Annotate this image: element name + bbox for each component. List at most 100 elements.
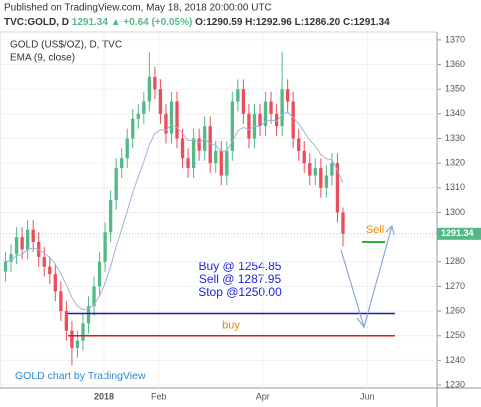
body	[313, 168, 317, 176]
y-tick-label: 1340	[445, 108, 465, 118]
body	[225, 150, 229, 176]
y-tick-label: 1280	[445, 256, 465, 266]
body	[103, 232, 107, 262]
y-tick-label: 1360	[445, 59, 465, 69]
body	[186, 158, 190, 169]
sell-label: Sell	[366, 224, 384, 236]
arrow-head	[385, 224, 395, 236]
body	[70, 330, 74, 349]
body	[191, 138, 196, 169]
body	[25, 229, 30, 250]
high: H:1292.96	[245, 17, 292, 28]
body	[158, 89, 163, 114]
body	[59, 291, 63, 312]
body	[214, 150, 218, 164]
indicator-label: EMA (9, close)	[10, 53, 75, 64]
y-tick-label: 1240	[445, 355, 465, 365]
y-tick-label: 1250	[445, 330, 465, 340]
body	[297, 138, 301, 151]
low: L:1286.20	[295, 17, 341, 28]
body	[147, 76, 152, 102]
ema-line	[5, 111, 344, 311]
body	[335, 163, 340, 213]
body	[3, 261, 8, 272]
body	[114, 168, 118, 201]
body	[274, 113, 279, 127]
body	[219, 150, 223, 176]
body	[169, 101, 174, 134]
open: O:1290.59	[195, 17, 243, 28]
arrow-head	[356, 315, 368, 329]
body	[31, 229, 35, 243]
y-tick-label: 1320	[445, 158, 465, 168]
body	[48, 266, 52, 275]
body	[197, 138, 201, 151]
x-tick-label: Jun	[360, 391, 375, 401]
x-tick-label: Feb	[151, 391, 167, 401]
body	[285, 89, 290, 102]
y-tick-label: 1270	[445, 281, 465, 291]
body	[125, 138, 129, 159]
plan-line: Sell @ 1287.95	[199, 272, 282, 286]
body	[86, 306, 91, 324]
y-tick-label: 1350	[445, 84, 465, 94]
body	[269, 101, 273, 114]
body	[142, 101, 146, 114]
body	[341, 212, 345, 234]
body	[241, 89, 246, 114]
y-tick-label: 1330	[445, 133, 465, 143]
body	[108, 200, 113, 233]
y-tick-label: 1370	[445, 34, 465, 44]
y-tick-label: 1260	[445, 305, 465, 315]
body	[280, 89, 284, 127]
last-price-box	[437, 227, 481, 240]
buy-label: buy	[222, 320, 240, 332]
body	[164, 113, 168, 134]
body	[175, 101, 179, 139]
quote-line: TVC:GOLD, D 1291.34 ▲ +0.64 (+0.05%) O:1…	[4, 17, 390, 28]
symbol: TVC:GOLD, D	[4, 17, 69, 28]
change: ▲ +0.64 (+0.05%)	[111, 17, 193, 28]
chart-title: GOLD (US$/OZ), D, TVC	[10, 40, 122, 51]
body	[42, 256, 46, 267]
body	[291, 101, 295, 139]
body	[14, 237, 19, 255]
published: Published on TradingView.com, May 18, 20…	[4, 3, 272, 14]
x-tick-label: 2018	[94, 391, 114, 401]
y-tick-label: 1300	[445, 207, 465, 217]
body	[324, 175, 329, 188]
body	[319, 168, 323, 188]
body	[92, 286, 96, 307]
body	[75, 340, 80, 349]
body	[258, 113, 262, 127]
body	[120, 158, 124, 169]
body	[180, 138, 185, 159]
last-price-label: 1291.34	[441, 228, 474, 238]
last: 1291.34	[72, 17, 109, 28]
body	[20, 237, 24, 250]
x-tick-label: Apr	[256, 391, 270, 401]
body	[81, 323, 85, 341]
body	[330, 163, 334, 176]
close: C:1291.34	[343, 17, 390, 28]
plan-line: Buy @ 1254.85	[199, 259, 282, 273]
body	[263, 101, 268, 127]
body	[302, 150, 306, 164]
body	[97, 261, 102, 287]
body	[230, 101, 234, 151]
body	[153, 76, 157, 90]
body	[64, 311, 69, 331]
y-tick-label: 1230	[445, 379, 465, 389]
body	[247, 113, 251, 139]
body	[53, 274, 57, 292]
plan-line: Stop @1250.00	[198, 285, 282, 299]
body	[308, 163, 312, 176]
body	[208, 126, 212, 164]
body	[9, 254, 13, 262]
watermark: GOLD chart by TradingView	[15, 370, 146, 382]
plot-frame	[0, 31, 438, 389]
body	[236, 89, 240, 102]
y-tick-label: 1310	[445, 182, 465, 192]
